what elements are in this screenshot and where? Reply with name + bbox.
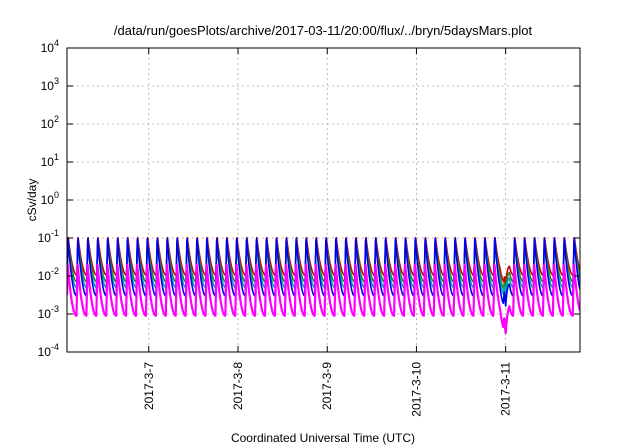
y-tick-label: 101 [41, 152, 59, 169]
x-axis: 2017-3-7 2017-3-8 2017-3-9 2017-3-10 2017-3-… [142, 48, 513, 417]
y-tick-label: 10-3 [38, 304, 59, 321]
grid [67, 48, 580, 352]
y-tick-label: 102 [41, 114, 59, 131]
series-line [67, 263, 580, 335]
x-tick-label: 2017-3-7 [142, 362, 156, 410]
y-axis-label: cSv/day [25, 179, 39, 222]
y-tick-label: 10-2 [38, 266, 59, 283]
x-axis-label: Coordinated Universal Time (UTC) [231, 431, 415, 445]
y-tick-label: 103 [41, 76, 59, 93]
x-tick-label: 2017-3-9 [320, 362, 334, 410]
x-tick-label: 2017-3-8 [231, 362, 245, 410]
chart-title: /data/run/goesPlots/archive/2017-03-11/2… [114, 23, 533, 38]
y-tick-label: 10-1 [38, 228, 59, 245]
y-axis: 10-4 10-3 10-2 10-1 100 101 102 103 104 [38, 38, 580, 359]
series-layer [67, 236, 580, 335]
series-line [67, 237, 580, 307]
x-tick-label: 2017-3-11 [499, 362, 513, 416]
y-tick-label: 10-4 [38, 342, 59, 359]
y-tick-label: 100 [41, 190, 59, 207]
y-tick-label: 104 [41, 38, 59, 55]
x-tick-label: 2017-3-10 [409, 362, 423, 417]
